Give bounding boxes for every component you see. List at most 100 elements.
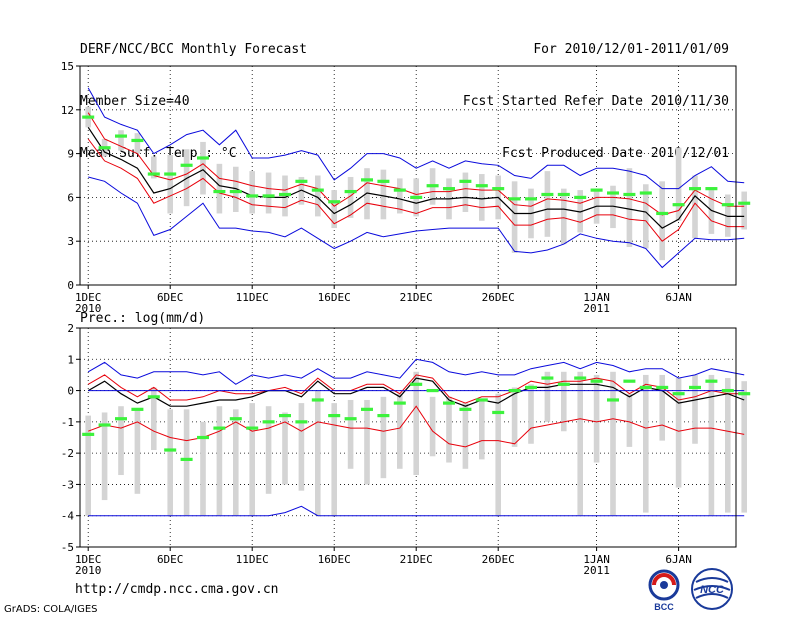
x-tick-year: 2010 [75, 564, 102, 577]
observed-marker [393, 401, 406, 405]
observed-marker [377, 414, 390, 418]
ensemble-box [479, 399, 485, 460]
ensemble-box [151, 156, 157, 179]
series-mean-line [87, 377, 745, 407]
x-tick-label: 16DEC [318, 553, 351, 566]
observed-marker [689, 385, 701, 390]
ensemble-box [708, 188, 715, 234]
ensemble-box [380, 169, 387, 220]
observed-marker [443, 401, 455, 405]
ensemble-box [479, 174, 485, 221]
observed-marker [229, 189, 242, 194]
ensemble-box [216, 163, 223, 214]
x-tick-label: 26DEC [482, 291, 515, 304]
x-tick-label: 11DEC [236, 291, 269, 304]
observed-marker [147, 172, 160, 176]
ensemble-box [315, 175, 321, 217]
series-lower-line [87, 138, 745, 242]
observed-marker [574, 376, 587, 380]
ensemble-box [462, 172, 469, 212]
observed-marker [738, 392, 751, 396]
footer-url[interactable]: http://cmdp.ncc.cma.gov.cn [75, 582, 279, 597]
series-max-line [87, 358, 745, 385]
observed-marker [115, 134, 127, 138]
observed-marker [98, 423, 111, 427]
observed-marker [361, 178, 373, 182]
observed-marker [426, 184, 439, 188]
observed-marker [213, 426, 226, 430]
observed-marker [672, 203, 685, 207]
ensemble-box [708, 374, 715, 516]
observed-marker [328, 200, 341, 204]
ensemble-box [183, 149, 190, 207]
y-tick-label: 2 [67, 322, 74, 335]
grads-credit: GrADS: COLA/IGES [4, 604, 98, 615]
observed-marker [131, 407, 144, 411]
y-tick-label: 6 [67, 191, 74, 204]
observed-marker [721, 388, 734, 393]
ensemble-box [101, 412, 108, 501]
ensemble-box [511, 387, 518, 447]
x-tick-label: 6DEC [157, 553, 184, 566]
series-min-line [88, 176, 745, 269]
x-tick-label: 21DEC [400, 291, 433, 304]
series-mean-line [87, 126, 745, 229]
observed-marker [410, 195, 423, 199]
observed-marker [377, 179, 390, 183]
observed-marker [590, 379, 603, 383]
ensemble-box [675, 147, 682, 221]
started-date: Fcst Started Refer Date 2010/11/30 [462, 94, 729, 109]
observed-marker [508, 197, 521, 201]
bcc-logo: BCC [648, 569, 680, 612]
observed-marker [361, 407, 373, 411]
observed-marker [344, 189, 357, 194]
observed-marker [672, 392, 685, 396]
ensemble-box [544, 171, 551, 237]
x-tick-label: 6DEC [157, 291, 184, 304]
ensemble-box [85, 415, 91, 516]
y-tick-label: -3 [61, 478, 74, 491]
ensemble-box [610, 185, 616, 229]
ensemble-box [593, 374, 600, 463]
ensemble-box [298, 403, 305, 491]
plot-frame [79, 327, 737, 548]
ensemble-box [692, 175, 698, 239]
observed-marker [623, 192, 636, 197]
ensemble-box [265, 172, 272, 214]
ensemble-box [561, 188, 567, 245]
x-tick-label: 1DEC [75, 291, 102, 304]
x-tick-label: 16DEC [318, 291, 351, 304]
observed-marker [639, 385, 652, 390]
y-tick-label: 3 [67, 235, 74, 248]
ensemble-box [380, 396, 387, 479]
observed-marker [656, 385, 669, 390]
ensemble-box [265, 406, 272, 494]
observed-marker [623, 379, 636, 383]
x-tick-label: 6JAN [665, 553, 692, 566]
ensemble-box [216, 406, 223, 516]
ensemble-box [134, 133, 141, 154]
ensemble-box [331, 190, 337, 229]
ensemble-box [167, 155, 173, 214]
observed-marker [164, 172, 177, 176]
observed-marker [508, 388, 521, 393]
observed-marker [82, 432, 95, 436]
y-tick-label: -1 [61, 416, 74, 429]
ensemble-box [397, 393, 403, 469]
observed-marker [426, 388, 439, 393]
observed-marker [197, 156, 209, 160]
ensemble-box [233, 166, 239, 212]
ensemble-box [528, 384, 534, 444]
ensemble-box [675, 378, 682, 488]
observed-marker [459, 407, 472, 411]
observed-marker [607, 191, 619, 195]
observed-marker [311, 398, 324, 402]
observed-marker [246, 194, 259, 198]
y-tick-label: 9 [67, 148, 74, 161]
series-min-line [88, 505, 745, 517]
y-tick-label: 0 [67, 385, 74, 398]
ensemble-box [626, 168, 633, 248]
ensemble-box [741, 191, 747, 230]
